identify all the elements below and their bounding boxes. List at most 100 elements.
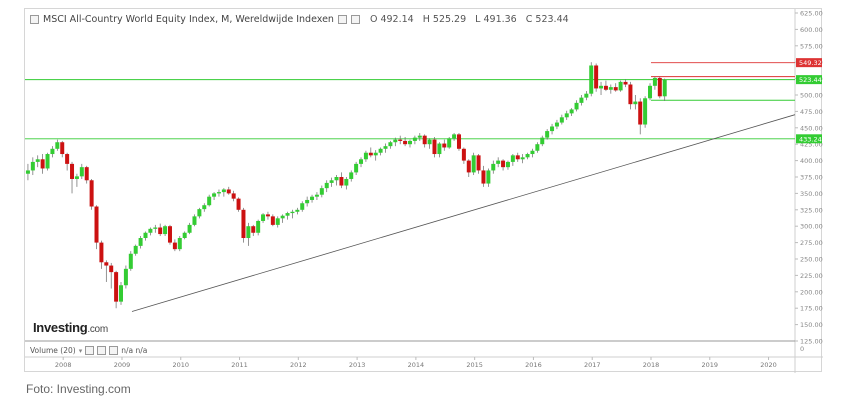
x-tick-label: 2014 bbox=[408, 361, 425, 369]
price-label-text: 523.44 bbox=[799, 76, 822, 84]
candle-body bbox=[456, 134, 461, 149]
y-tick-label: 175.00 bbox=[800, 305, 823, 313]
candle-body bbox=[550, 126, 555, 132]
candle-body bbox=[442, 143, 447, 148]
candle-body bbox=[408, 140, 412, 145]
candle-body bbox=[584, 93, 589, 98]
candle-body bbox=[564, 113, 569, 118]
candle-body bbox=[368, 152, 373, 156]
y-tick-label: 400.00 bbox=[800, 157, 823, 165]
candle-body bbox=[158, 227, 163, 235]
volume-values: n/a n/a bbox=[121, 346, 148, 355]
candle-body bbox=[226, 189, 231, 194]
volume-settings-icon[interactable] bbox=[97, 346, 107, 355]
candle-body bbox=[618, 81, 623, 91]
open-value: O 492.14 bbox=[369, 14, 414, 25]
candle-body bbox=[476, 155, 481, 171]
candle-body bbox=[554, 122, 559, 127]
candle-body bbox=[383, 146, 388, 149]
candle-body bbox=[422, 135, 427, 145]
candle-body bbox=[133, 245, 138, 254]
candle-body bbox=[491, 163, 496, 171]
candle-body bbox=[643, 98, 648, 125]
candle-body bbox=[251, 226, 256, 233]
candle-body bbox=[99, 242, 104, 263]
candle-body bbox=[388, 142, 393, 147]
candle-body bbox=[50, 148, 55, 155]
candle-body bbox=[163, 226, 168, 235]
candle-body bbox=[114, 272, 119, 302]
candle-body bbox=[70, 163, 75, 179]
candle-body bbox=[167, 226, 172, 243]
candle-body bbox=[104, 262, 109, 266]
x-tick-label: 2019 bbox=[701, 361, 718, 369]
candle-body bbox=[35, 159, 40, 162]
y-tick-label: 450.00 bbox=[800, 124, 823, 132]
candle-body bbox=[187, 224, 192, 233]
chart-frame: 125.00 150.00 175.00 200.00 225.00 250.00 275.… bbox=[24, 8, 823, 373]
volume-close-icon[interactable] bbox=[109, 346, 119, 355]
x-tick-label: 2012 bbox=[290, 361, 307, 369]
volume-dropdown-icon[interactable]: ▾ bbox=[78, 346, 83, 355]
candle-body bbox=[427, 139, 432, 145]
candle-body bbox=[437, 143, 442, 155]
candle-body bbox=[662, 79, 667, 97]
candle-body bbox=[128, 253, 133, 269]
price-chart[interactable]: 125.00 150.00 175.00 200.00 225.00 250.00 275.… bbox=[25, 9, 823, 373]
candle-body bbox=[212, 193, 217, 197]
volume-collapse-icon[interactable] bbox=[85, 346, 95, 355]
candle-body bbox=[559, 117, 564, 123]
x-tick-label: 2017 bbox=[584, 361, 601, 369]
candle-body bbox=[520, 157, 525, 160]
candle-body bbox=[339, 177, 344, 186]
y-tick-label: 600.00 bbox=[800, 26, 823, 34]
candle-body bbox=[648, 85, 653, 99]
candle-body bbox=[354, 163, 359, 173]
candle-body bbox=[300, 203, 305, 210]
candle-body bbox=[172, 242, 177, 250]
candle-body bbox=[295, 209, 300, 212]
candle-body bbox=[599, 85, 604, 89]
candle-body bbox=[334, 177, 339, 181]
collapse-icon[interactable] bbox=[30, 15, 39, 24]
instrument-title: MSCI All-Country World Equity Index, M, … bbox=[43, 14, 334, 25]
candle-body bbox=[324, 182, 329, 189]
candle-body bbox=[540, 137, 545, 145]
candle-body bbox=[603, 85, 608, 90]
settings-icon[interactable] bbox=[337, 15, 347, 24]
candle-body bbox=[638, 101, 643, 125]
x-tick-label: 2015 bbox=[466, 361, 483, 369]
candle-body bbox=[398, 139, 403, 141]
candle-body bbox=[589, 65, 594, 94]
candle-body bbox=[89, 180, 94, 207]
y-tick-label: 250.00 bbox=[800, 256, 823, 264]
candle-body bbox=[119, 285, 124, 302]
candle-body bbox=[182, 232, 187, 239]
y-tick-label: 625.00 bbox=[800, 10, 823, 18]
candle-body bbox=[412, 137, 417, 141]
chart-legend: MSCI All-Country World Equity Index, M, … bbox=[30, 14, 575, 25]
low-value: L 491.36 bbox=[475, 14, 517, 25]
x-tick-label: 2008 bbox=[55, 361, 72, 369]
candle-body bbox=[447, 138, 452, 148]
candle-body bbox=[496, 160, 501, 164]
candle-body bbox=[393, 139, 398, 143]
candle-body bbox=[501, 160, 506, 168]
close-icon[interactable] bbox=[350, 15, 360, 24]
y-tick-label: 275.00 bbox=[800, 239, 823, 247]
candle-body bbox=[241, 209, 246, 239]
candle-body bbox=[285, 213, 290, 216]
x-tick-label: 2013 bbox=[349, 361, 366, 369]
candle-body bbox=[403, 140, 408, 145]
y-tick-label: 125.00 bbox=[800, 338, 823, 346]
x-tick-label: 2016 bbox=[525, 361, 542, 369]
candle-body bbox=[349, 172, 354, 179]
candle-body bbox=[55, 142, 60, 149]
candle-body bbox=[280, 215, 285, 219]
candle-body bbox=[84, 167, 89, 181]
candle-body bbox=[461, 148, 466, 161]
candle-body bbox=[505, 161, 510, 168]
x-tick-label: 2010 bbox=[172, 361, 189, 369]
candle-body bbox=[657, 77, 662, 97]
photo-caption: Foto: Investing.com bbox=[26, 382, 131, 396]
